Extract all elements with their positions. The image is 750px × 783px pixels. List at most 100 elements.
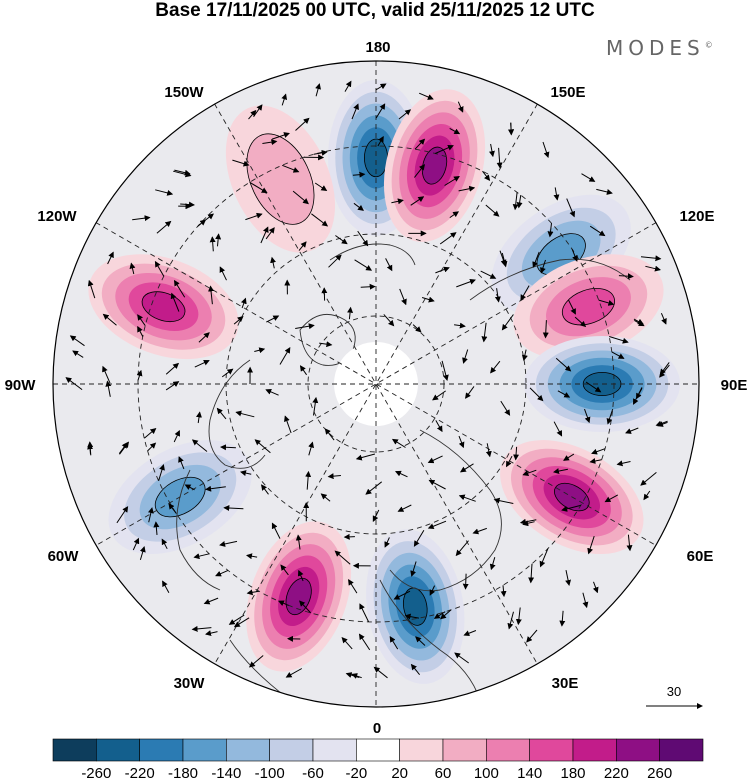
wind-vector: [246, 553, 258, 560]
wind-vector: [178, 456, 185, 470]
wind-vector: [571, 249, 578, 262]
colorbar-tick-label: -60: [302, 765, 324, 782]
lon-label-150w: 150W: [164, 84, 204, 101]
wind-vector: [102, 365, 111, 384]
lon-label-30w: 30W: [174, 675, 206, 692]
siberia-coast: [469, 258, 631, 301]
wind-vector: [158, 464, 165, 481]
wind-vector: [375, 83, 387, 91]
wind-vector: [375, 103, 386, 119]
wind-vector: [493, 497, 514, 504]
colorbar-box: [96, 738, 140, 762]
wind-vector: [105, 380, 112, 397]
wind-vector: [512, 192, 519, 211]
wind-vector: [449, 211, 460, 219]
colorbar-tick-label: 20: [391, 765, 408, 782]
colorbar-box: [659, 738, 704, 762]
wind-vector: [351, 103, 359, 120]
map-disk: [53, 61, 699, 707]
wind-vector: [260, 226, 269, 244]
wind-vector: [655, 420, 668, 427]
colorbar-box: [572, 738, 617, 762]
wind-vector: [191, 625, 212, 632]
lon-label-0: 0: [373, 720, 381, 737]
anomaly-contour: [561, 288, 615, 326]
wind-vector: [341, 636, 353, 650]
wind-vector: [626, 534, 633, 552]
wind-vector: [529, 387, 544, 402]
wind-vector: [69, 335, 85, 347]
wind-vector: [513, 446, 520, 461]
wind-vector: [587, 535, 595, 555]
wind-vector: [261, 484, 269, 495]
wind-vector: [399, 288, 407, 306]
wind-vector: [215, 233, 222, 247]
wind-vector: [427, 520, 447, 530]
wind-vector: [457, 101, 464, 113]
wind-vector: [173, 429, 180, 443]
wind-vector: [522, 469, 537, 476]
anomaly-center-negative: [366, 529, 465, 684]
wind-vector: [508, 122, 515, 136]
wind-vector: [419, 92, 434, 100]
colorbar-tick-label: -140: [211, 765, 241, 782]
wind-vector: [501, 314, 514, 331]
wind-vector: [521, 349, 528, 362]
wind-vector: [266, 315, 280, 323]
wind-vector: [147, 442, 157, 452]
colorbar-tick-label: -100: [255, 765, 285, 782]
wind-vector: [344, 80, 352, 92]
wind-vector: [180, 201, 195, 208]
wind-vector: [404, 613, 419, 620]
wind-vector: [280, 564, 289, 576]
wind-vector: [240, 470, 252, 477]
wind-vector: [162, 580, 170, 593]
wind-vector: [496, 147, 503, 169]
wind-vector: [394, 470, 408, 478]
wind-vector: [507, 611, 514, 630]
wind-vector: [482, 170, 491, 181]
bering-coast: [329, 243, 416, 266]
wind-vector: [528, 563, 535, 584]
wind-vector: [313, 149, 328, 156]
colorbar-tick-label: -180: [168, 765, 198, 782]
wind-vector: [249, 181, 268, 194]
colorbar-tick-label: -220: [125, 765, 155, 782]
wind-vector: [335, 235, 348, 245]
wind-vector: [193, 553, 210, 560]
wind-vector: [233, 617, 250, 628]
colorbar-box: [52, 738, 97, 762]
coastlines: [176, 243, 631, 701]
colorbar-tick-labels: -260 -220 -180 -140 -100 -60 -20 20 60 100 140 180 2…: [81, 765, 672, 782]
wind-vector: [137, 314, 146, 326]
wind-vector: [351, 673, 362, 679]
wind-vector: [277, 600, 289, 606]
wind-vector: [228, 614, 245, 625]
wind-vector: [480, 270, 497, 279]
wind-vector: [265, 389, 279, 396]
wind-vector: [441, 360, 449, 381]
wind-vector: [561, 504, 581, 512]
colorbar-box: [139, 738, 184, 762]
wind-vectors: [65, 80, 670, 679]
colorbar-box: [616, 738, 660, 762]
lon-label-180: 180: [365, 39, 390, 56]
wind-vector: [611, 351, 625, 359]
wind-vector: [165, 381, 180, 391]
wind-vector: [592, 581, 599, 594]
map-boundary: [52, 60, 700, 708]
wind-vector: [365, 481, 383, 495]
anomaly-center-positive: [513, 254, 664, 360]
wind-vector: [574, 316, 587, 328]
wind-vector: [640, 472, 657, 486]
wind-vector: [254, 347, 266, 354]
wind-vector: [87, 279, 96, 299]
wind-vector: [489, 557, 496, 571]
wind-vector: [516, 195, 523, 209]
wind-vector: [156, 220, 172, 234]
wind-vector: [462, 573, 469, 590]
wind-vector: [640, 255, 662, 262]
wind-vector: [168, 503, 177, 514]
colorbar-tick-label: 180: [560, 765, 585, 782]
